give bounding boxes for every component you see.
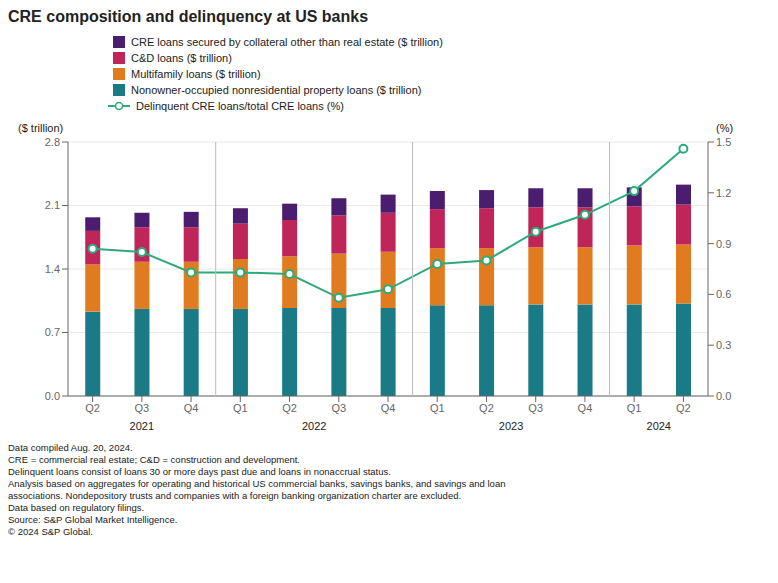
svg-text:Q3: Q3 — [528, 402, 543, 414]
html-text:© 2024 S&P Global.: © 2024 S&P Global. — [8, 526, 93, 537]
html-text:Data based on regulatory filin: Data based on regulatory filings. — [8, 502, 145, 513]
svg-text:0.0: 0.0 — [716, 390, 731, 402]
svg-text:1.2: 1.2 — [716, 187, 731, 199]
svg-text:0.6: 0.6 — [716, 288, 731, 300]
svg-text:Q2: Q2 — [85, 402, 100, 414]
html-text:2022: 2022 — [301, 420, 327, 432]
html-text:C&D loans ($ trillion): C&D loans ($ trillion) — [131, 52, 232, 64]
svg-text:Q1: Q1 — [627, 402, 642, 414]
svg-text:Q2: Q2 — [479, 402, 494, 414]
svg-text:Q4: Q4 — [578, 402, 593, 414]
svg-text:1.5: 1.5 — [716, 136, 731, 148]
svg-text:0.0: 0.0 — [45, 390, 60, 402]
svg-text:0.7: 0.7 — [45, 326, 60, 338]
html-text:associations. Nondepository tr: associations. Nondepository trusts and c… — [8, 490, 462, 501]
html-text:2021: 2021 — [129, 420, 155, 432]
html-text:Multifamily loans ($ trillion): Multifamily loans ($ trillion) — [131, 68, 261, 80]
svg-text:Q1: Q1 — [233, 402, 248, 414]
html-text:2024: 2024 — [646, 420, 671, 432]
html-text:CRE composition and delinquenc: CRE composition and delinquency at US ba… — [8, 8, 369, 25]
svg-text:2.1: 2.1 — [45, 199, 60, 211]
html-text:2023: 2023 — [498, 420, 524, 432]
html-text:Source: S&P Global Market Inte: Source: S&P Global Market Intelligence. — [8, 514, 178, 525]
svg-text:Q1: Q1 — [430, 402, 445, 414]
html-text:($ trillion): ($ trillion) — [18, 122, 64, 134]
svg-text:Q4: Q4 — [184, 402, 199, 414]
html-text:Delinquent CRE loans/total CRE: Delinquent CRE loans/total CRE loans (%) — [136, 100, 344, 112]
html-text:Delinquent loans consist of lo: Delinquent loans consist of loans 30 or … — [8, 466, 391, 477]
svg-text:0.9: 0.9 — [716, 238, 731, 250]
svg-text:2.8: 2.8 — [45, 136, 60, 148]
html-text:Nonowner-occupied nonresidenti: Nonowner-occupied nonresidential propert… — [131, 84, 422, 96]
svg-text:Q2: Q2 — [282, 402, 297, 414]
svg-text:Q2: Q2 — [676, 402, 691, 414]
html-text:CRE loans secured by collatera: CRE loans secured by collateral other th… — [131, 36, 443, 48]
html-text:CRE = commercial real estate;: CRE = commercial real estate; C&D = cons… — [8, 454, 300, 465]
svg-text:Q4: Q4 — [381, 402, 396, 414]
svg-text:0.3: 0.3 — [716, 339, 731, 351]
svg-text:1.4: 1.4 — [45, 263, 60, 275]
svg-text:Q3: Q3 — [331, 402, 346, 414]
html-text:Analysis based on aggregates f: Analysis based on aggregates for operati… — [8, 478, 506, 489]
html-text:Data compiled Aug. 20, 2024.: Data compiled Aug. 20, 2024. — [8, 442, 133, 453]
svg-text:Q3: Q3 — [135, 402, 150, 414]
